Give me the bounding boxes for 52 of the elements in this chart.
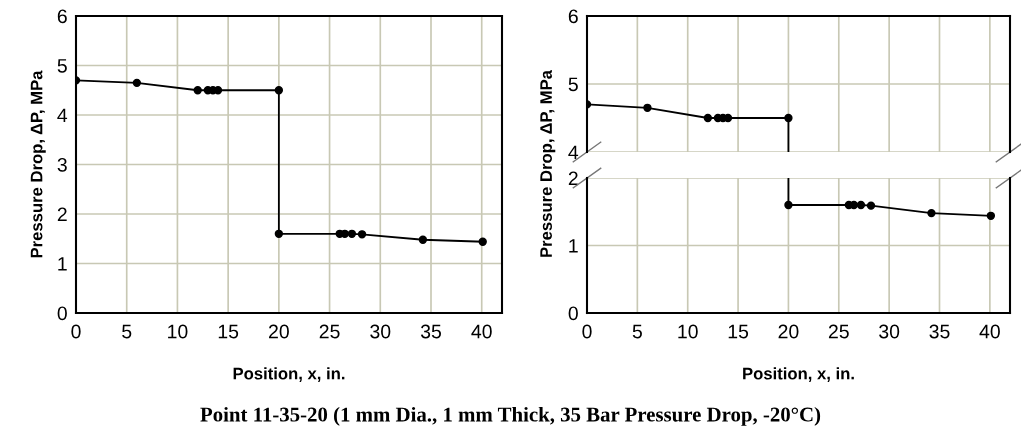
y-tick-label: 2 <box>57 207 67 222</box>
point <box>418 235 428 244</box>
y-tick-label: 6 <box>568 9 578 24</box>
x-tick-label: 5 <box>122 324 132 339</box>
y-tick-label: 2 <box>568 171 578 186</box>
point <box>274 86 284 95</box>
x-tick-label: 10 <box>168 324 188 339</box>
point <box>274 229 284 238</box>
y-tick-label: 4 <box>57 108 68 123</box>
y-tick-label: 1 <box>58 257 67 271</box>
x-axis-title: Position, x, in. <box>233 367 345 382</box>
point <box>784 200 793 210</box>
x-tick-label: 40 <box>471 324 492 339</box>
x-tick-label: 25 <box>319 324 340 339</box>
x-tick-label: 0 <box>582 324 592 339</box>
point <box>986 211 996 220</box>
y-tick-label: 5 <box>568 77 578 92</box>
x-axis-title: Position, x, in. <box>743 367 854 382</box>
point <box>703 113 713 123</box>
x-tick-label: 20 <box>269 324 289 339</box>
point <box>357 230 367 239</box>
y-tick-label: 0 <box>568 306 578 321</box>
x-tick-label: 30 <box>879 324 900 339</box>
y-tick-label: 5 <box>57 59 67 73</box>
x-tick-label: 15 <box>218 324 239 339</box>
point <box>927 208 936 218</box>
x-tick-label: 10 <box>678 324 698 339</box>
x-tick-label: 0 <box>71 324 81 339</box>
x-tick-label: 20 <box>778 324 799 339</box>
point <box>866 201 876 210</box>
point <box>132 78 142 87</box>
point <box>784 113 793 123</box>
y-tick-label: 0 <box>57 306 67 321</box>
x-tick-label: 30 <box>370 324 391 339</box>
point <box>643 103 652 112</box>
x-tick-label: 5 <box>632 324 642 339</box>
x-tick-label: 35 <box>420 324 441 339</box>
point <box>347 229 357 238</box>
x-tick-label: 25 <box>828 324 849 339</box>
y-axis-title: Pressure Drop, ΔP, MPa <box>30 70 46 258</box>
point <box>856 200 866 210</box>
y-tick-label: 6 <box>57 9 67 24</box>
y-tick-label: 3 <box>57 157 67 172</box>
x-tick-label: 40 <box>979 324 1000 339</box>
x-tick-label: 35 <box>929 324 950 339</box>
y-tick-label: 4 <box>568 145 579 160</box>
text: Point 11-35-20 (1 mm Dia., 1 mm Thick, 35 Bar Pressure Drop, -20°C) <box>200 406 821 426</box>
x-tick-label: 15 <box>728 324 749 339</box>
y-axis-title: Pressure Drop, ΔP, MPa <box>540 69 556 257</box>
y-tick-label: 1 <box>569 239 578 253</box>
point <box>478 237 487 246</box>
point <box>193 86 202 95</box>
